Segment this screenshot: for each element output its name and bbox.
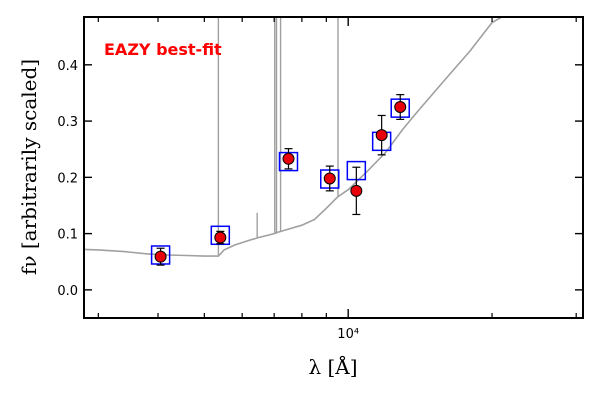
observed-flux-point [375,129,388,142]
observed-flux-point [394,101,407,114]
observed-flux-point [323,172,336,185]
observed-flux-point [350,184,363,197]
sed-model-curve [84,17,504,257]
y-tick-label: 0.3 [57,115,78,130]
plot-frame [83,16,584,319]
observed-flux-point [154,250,167,263]
observed-flux-point [282,152,295,165]
y-tick-label: 0.2 [57,171,78,186]
observed-flux-point [214,231,227,244]
x-tick-label: 10⁴ [337,327,359,342]
annotation-eazy-best-fit: EAZY best-fit [104,40,222,59]
y-tick-label: 0.0 [57,284,78,299]
y-tick-label: 0.1 [57,228,78,243]
y-tick-label: 0.4 [57,59,78,74]
x-axis-label: λ [Å] [308,354,357,379]
y-axis-label: fν [arbitrarily scaled] [17,59,41,275]
